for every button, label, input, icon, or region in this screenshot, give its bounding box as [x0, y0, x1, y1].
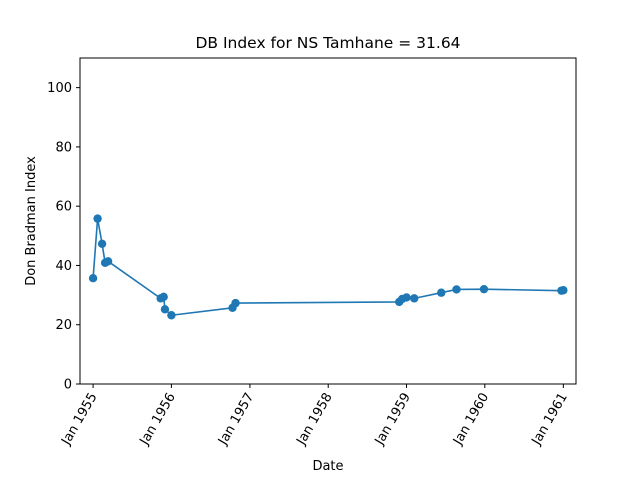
data-point — [410, 294, 419, 303]
y-tick-label: 20 — [55, 318, 72, 333]
y-tick-label: 0 — [64, 378, 72, 393]
y-tick-label: 80 — [55, 140, 72, 155]
data-point — [160, 305, 170, 314]
y-tick-label: 40 — [55, 259, 72, 274]
data-point — [452, 285, 461, 294]
data-point — [97, 239, 107, 249]
data-point — [479, 284, 489, 294]
y-tick-label: 100 — [47, 81, 72, 96]
data-point — [88, 273, 98, 283]
y-axis: 0 20 40 60 80 100 — [47, 81, 80, 393]
axes-frame — [79, 57, 577, 385]
data-point — [103, 257, 113, 266]
data-point — [437, 288, 446, 297]
data-point — [559, 286, 568, 295]
data-point — [159, 292, 168, 302]
data-point — [402, 293, 411, 302]
chart-title: DB Index for NS Tamhane = 31.64 — [195, 34, 460, 52]
data-point — [93, 214, 102, 223]
y-axis-label: Don Bradman Index — [24, 156, 39, 286]
data-point — [231, 298, 240, 308]
x-axis-label: Date — [312, 459, 343, 474]
data-point — [167, 311, 176, 320]
y-tick-label: 60 — [55, 200, 72, 215]
series-layer — [88, 214, 568, 320]
